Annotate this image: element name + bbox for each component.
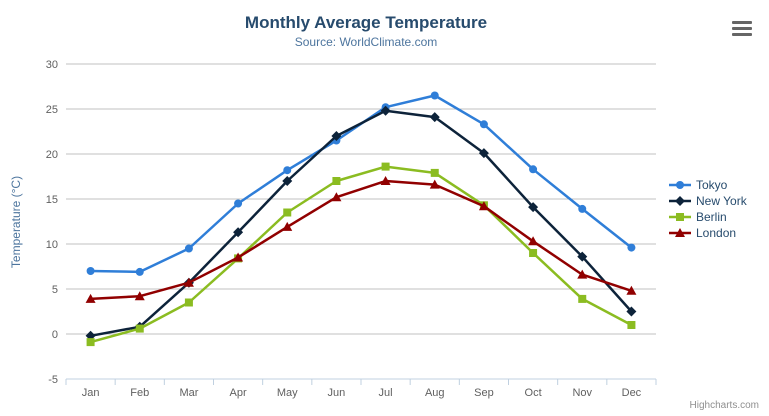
x-axis-label: Apr [230, 387, 247, 399]
y-axis-label: 0 [52, 329, 58, 341]
chart-subtitle: Source: WorldClimate.com [294, 35, 438, 49]
data-point[interactable] [135, 324, 144, 333]
data-point[interactable] [478, 148, 489, 159]
x-axis-label: Dec [622, 387, 642, 399]
data-point[interactable] [430, 168, 439, 177]
legend-label: London [696, 226, 737, 240]
hamburger-icon [732, 20, 752, 24]
data-point[interactable] [184, 244, 193, 253]
chart-title: Monthly Average Temperature [244, 13, 488, 32]
data-point[interactable] [86, 338, 95, 347]
data-point[interactable] [478, 201, 489, 211]
x-axis-label: Jun [328, 387, 346, 399]
legend-item-new-york[interactable]: New York [669, 193, 747, 209]
triangle-marker-icon [669, 228, 691, 237]
series-line [90, 109, 633, 338]
data-point[interactable] [627, 321, 636, 329]
data-point[interactable] [675, 196, 685, 206]
series-new-york[interactable] [85, 105, 637, 341]
x-axis-label: Sep [474, 387, 494, 399]
data-point[interactable] [381, 162, 390, 171]
data-point[interactable] [626, 285, 637, 295]
x-axis-label: Jan [82, 387, 100, 399]
data-point[interactable] [626, 306, 637, 317]
legend: Tokyo New York Berlin London [669, 177, 747, 241]
data-point[interactable] [183, 277, 194, 287]
x-axis-label: Nov [572, 387, 592, 399]
data-point[interactable] [577, 269, 588, 279]
data-point[interactable] [135, 267, 144, 276]
x-axis-label: May [277, 387, 298, 399]
x-axis-label: Feb [130, 387, 149, 399]
data-point[interactable] [184, 298, 193, 307]
y-axis-label: 30 [46, 59, 58, 71]
data-point[interactable] [233, 252, 244, 262]
y-axis-label: 25 [46, 104, 58, 116]
data-point[interactable] [528, 202, 539, 213]
data-point[interactable] [528, 236, 539, 246]
y-axis-label: 10 [46, 239, 58, 251]
credits-link[interactable]: Highcharts.com [689, 400, 759, 411]
data-point[interactable] [283, 208, 292, 217]
data-point[interactable] [529, 249, 538, 257]
data-point[interactable] [578, 294, 587, 303]
data-point[interactable] [676, 181, 684, 189]
y-axis-label: 5 [52, 284, 58, 296]
x-axis-label: Oct [525, 387, 542, 399]
legend-label: Berlin [696, 210, 727, 224]
legend-label: Tokyo [696, 178, 728, 192]
legend-label: New York [696, 194, 747, 208]
series-line [90, 179, 632, 301]
data-point[interactable] [627, 243, 636, 252]
data-point[interactable] [429, 179, 440, 189]
square-marker-icon [669, 213, 691, 221]
series-tokyo[interactable] [86, 91, 636, 276]
data-point[interactable] [282, 221, 293, 231]
diamond-marker-icon [669, 196, 691, 206]
data-point[interactable] [479, 120, 488, 129]
data-point[interactable] [675, 228, 685, 237]
data-point[interactable] [577, 251, 588, 262]
y-axis-label: 20 [46, 149, 58, 161]
data-point[interactable] [331, 192, 342, 202]
x-axis-label: Aug [425, 387, 445, 399]
data-point[interactable] [676, 213, 684, 221]
x-axis-label: Mar [179, 387, 198, 399]
circle-marker-icon [669, 181, 691, 189]
legend-item-tokyo[interactable]: Tokyo [669, 177, 747, 193]
data-point[interactable] [283, 166, 292, 175]
legend-item-london[interactable]: London [669, 225, 747, 241]
export-menu-button[interactable] [728, 15, 756, 41]
y-axis-label: 15 [46, 194, 58, 206]
data-point[interactable] [134, 291, 145, 301]
series-london[interactable] [85, 176, 637, 303]
data-point[interactable] [234, 199, 243, 208]
data-point[interactable] [380, 176, 391, 185]
data-point[interactable] [529, 165, 538, 174]
data-point[interactable] [282, 176, 293, 186]
x-axis-label: Jul [379, 387, 393, 399]
data-point[interactable] [332, 177, 341, 185]
data-point[interactable] [380, 105, 391, 116]
series-line [90, 94, 633, 274]
data-point[interactable] [429, 112, 440, 123]
y-axis-label: -5 [48, 374, 58, 386]
data-point[interactable] [86, 267, 95, 275]
data-point[interactable] [85, 293, 96, 303]
series-line [90, 165, 633, 344]
legend-item-berlin[interactable]: Berlin [669, 209, 747, 225]
data-point[interactable] [233, 227, 244, 238]
data-point[interactable] [578, 204, 587, 213]
data-point[interactable] [430, 91, 439, 100]
data-point[interactable] [331, 131, 342, 141]
